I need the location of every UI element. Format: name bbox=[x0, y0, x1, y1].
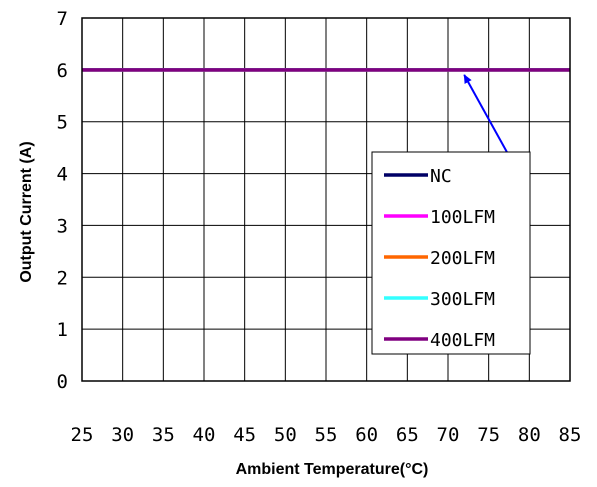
y-tick-label: 6 bbox=[57, 60, 68, 82]
annotation-arrow-group bbox=[463, 74, 514, 164]
y-tick-label: 5 bbox=[57, 112, 68, 134]
legend-label-200lfm: 200LFM bbox=[430, 248, 495, 269]
x-tick-label: 40 bbox=[193, 424, 216, 446]
x-tick-label: 80 bbox=[518, 424, 541, 446]
x-tick-label: 85 bbox=[559, 424, 582, 446]
y-tick-label: 0 bbox=[57, 371, 68, 393]
y-tick-label: 7 bbox=[57, 8, 68, 30]
x-tick-label: 60 bbox=[355, 424, 378, 446]
x-axis-title: Ambient Temperature(°C) bbox=[236, 461, 429, 478]
x-tick-label: 65 bbox=[396, 424, 419, 446]
x-axis-tick-labels: 25 30 35 40 45 50 55 60 65 70 75 80 85 bbox=[71, 424, 582, 446]
y-tick-label: 4 bbox=[57, 164, 68, 186]
x-tick-label: 25 bbox=[71, 424, 94, 446]
legend-label-100lfm: 100LFM bbox=[430, 207, 495, 228]
y-tick-label: 2 bbox=[57, 267, 68, 289]
x-tick-label: 30 bbox=[111, 424, 134, 446]
x-tick-label: 55 bbox=[315, 424, 338, 446]
legend-label-300lfm: 300LFM bbox=[430, 289, 495, 310]
y-axis-tick-labels: 0 1 2 3 4 5 6 7 bbox=[57, 8, 68, 393]
x-tick-label: 75 bbox=[477, 424, 500, 446]
legend-label-nc: NC bbox=[430, 166, 452, 187]
plot-frame bbox=[81, 17, 571, 382]
y-tick-label: 3 bbox=[57, 215, 68, 237]
annotation-arrow bbox=[463, 74, 514, 164]
legend-label-400lfm: 400LFM bbox=[430, 330, 495, 351]
x-tick-label: 70 bbox=[437, 424, 460, 446]
legend-box bbox=[371, 151, 531, 355]
x-tick-label: 50 bbox=[274, 424, 297, 446]
x-tick-label: 35 bbox=[152, 424, 175, 446]
x-tick-label: 45 bbox=[233, 424, 256, 446]
y-axis-title: Output Current (A) bbox=[18, 141, 35, 282]
y-tick-label: 1 bbox=[57, 319, 68, 341]
legend: NC 100LFM 200LFM 300LFM 400LFM bbox=[371, 151, 531, 355]
